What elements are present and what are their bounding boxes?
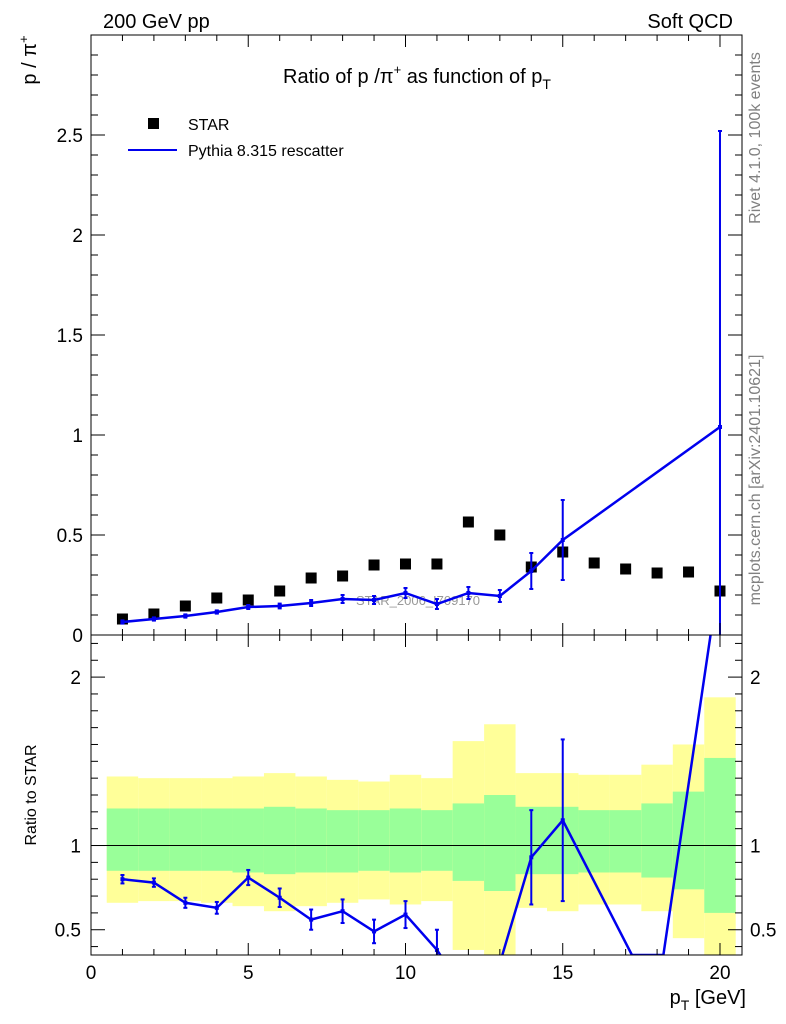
- ratio-line: [122, 635, 712, 955]
- x-tick-label: 20: [709, 963, 730, 984]
- star-data-point: [620, 563, 632, 575]
- pythia-point: [277, 604, 282, 608]
- main-y-axis-label: p / π+: [16, 35, 41, 84]
- ratio-bands: [106, 697, 736, 955]
- star-data-point: [274, 585, 286, 597]
- ratio-y-axis-label: Ratio to STAR: [23, 744, 40, 845]
- header-left: 200 GeV pp: [103, 11, 210, 33]
- star-data-point: [179, 600, 191, 612]
- pythia-point: [466, 591, 471, 595]
- ratio-point: [151, 880, 156, 885]
- uncertainty-band-inner: [672, 791, 705, 890]
- y-tick-label: 0.5: [57, 526, 83, 547]
- main-y-ticks: 0 0.5 1 1.5 2 2.5: [57, 54, 742, 647]
- pythia-point: [403, 591, 408, 595]
- ratio-y-tick-label: 1: [70, 837, 81, 858]
- star-data-point: [399, 558, 411, 570]
- ratio-point: [277, 895, 282, 900]
- star-data-point: [211, 592, 223, 604]
- ratio-y-ticks: 0.5 0.5 1 1 2 2: [55, 642, 776, 948]
- star-data-point: [116, 613, 128, 625]
- y-tick-label: 2.5: [57, 126, 83, 147]
- uncertainty-band-inner: [704, 757, 736, 913]
- star-data-point: [588, 557, 600, 569]
- pythia-point: [529, 569, 534, 573]
- pythia-point: [214, 610, 219, 614]
- y-tick-label: 0: [72, 626, 83, 647]
- ratio-point: [183, 900, 188, 905]
- x-tick-label: 10: [395, 963, 416, 984]
- x-tick-label: 0: [86, 963, 97, 984]
- uncertainty-band-inner: [263, 806, 296, 875]
- chart-title: Ratio of p /π+ as function of pT: [283, 62, 551, 92]
- star-data-point: [368, 559, 380, 571]
- uncertainty-band-inner: [169, 808, 202, 871]
- uncertainty-band-inner: [452, 803, 485, 881]
- uncertainty-band-inner: [138, 808, 170, 871]
- legend-star-marker: [148, 118, 159, 129]
- pythia-point: [434, 602, 439, 606]
- y-tick-label: 1.5: [57, 326, 83, 347]
- pythia-point: [309, 601, 314, 605]
- star-data-point: [462, 516, 474, 528]
- uncertainty-band-inner: [484, 795, 516, 891]
- x-tick-label: 5: [243, 963, 254, 984]
- ratio-point: [120, 877, 125, 882]
- ratio-y-tick-label-right: 0.5: [750, 921, 776, 942]
- uncertainty-band-inner: [201, 808, 233, 871]
- ratio-point: [372, 929, 377, 934]
- star-data-point: [494, 529, 506, 541]
- x-ticks: 0 5 10 15 20: [86, 35, 731, 984]
- ratio-point: [214, 905, 219, 910]
- ratio-point: [403, 912, 408, 917]
- star-data-point: [651, 567, 663, 579]
- star-data-point: [148, 608, 160, 620]
- star-data-point: [337, 570, 349, 582]
- y-tick-label: 1: [72, 426, 83, 447]
- ratio-point: [529, 855, 534, 860]
- uncertainty-band-inner: [326, 810, 359, 873]
- pythia-point: [183, 614, 188, 618]
- uncertainty-band-inner: [106, 808, 139, 871]
- ratio-point: [560, 818, 565, 823]
- uncertainty-band-inner: [295, 808, 327, 873]
- ratio-y-tick-label-right: 2: [750, 668, 761, 689]
- rivet-info: Rivet 4.1.0, 100k events: [747, 52, 764, 224]
- pythia-point: [151, 617, 156, 621]
- star-data-point: [305, 572, 317, 584]
- pythia-line: [122, 425, 721, 624]
- pythia-point: [560, 538, 565, 542]
- mcplots-info: mcplots.cern.ch [arXiv:2401.10621]: [747, 355, 764, 606]
- legend-pythia-label: Pythia 8.315 rescatter: [188, 143, 344, 160]
- star-data-point: [683, 566, 695, 578]
- star-data-point: [242, 594, 254, 606]
- legend-star-label: STAR: [188, 117, 229, 134]
- uncertainty-band-inner: [358, 810, 390, 871]
- main-series: [116, 130, 726, 635]
- ratio-y-tick-label: 0.5: [55, 921, 81, 942]
- uncertainty-band-inner: [389, 808, 422, 873]
- y-tick-label: 2: [72, 226, 83, 247]
- ratio-y-tick-label-right: 1: [750, 837, 761, 858]
- pythia-point: [120, 620, 125, 624]
- pythia-point: [372, 598, 377, 602]
- uncertainty-band-inner: [578, 810, 610, 873]
- uncertainty-band-inner: [232, 808, 264, 873]
- ratio-y-tick-label: 2: [70, 668, 81, 689]
- pythia-point: [497, 594, 502, 598]
- uncertainty-band-inner: [641, 803, 673, 878]
- star-data-point: [431, 558, 443, 570]
- x-axis-label: pT [GeV]: [670, 987, 746, 1013]
- x-tick-label: 15: [552, 963, 573, 984]
- uncertainty-band-inner: [421, 810, 453, 871]
- header-right: Soft QCD: [647, 11, 733, 33]
- ratio-point: [246, 875, 251, 880]
- pythia-point: [340, 597, 345, 601]
- ratio-point: [309, 917, 314, 922]
- pythia-point: [246, 605, 251, 609]
- pythia-point: [717, 425, 722, 429]
- ratio-point: [340, 909, 345, 914]
- uncertainty-band-inner: [609, 810, 642, 873]
